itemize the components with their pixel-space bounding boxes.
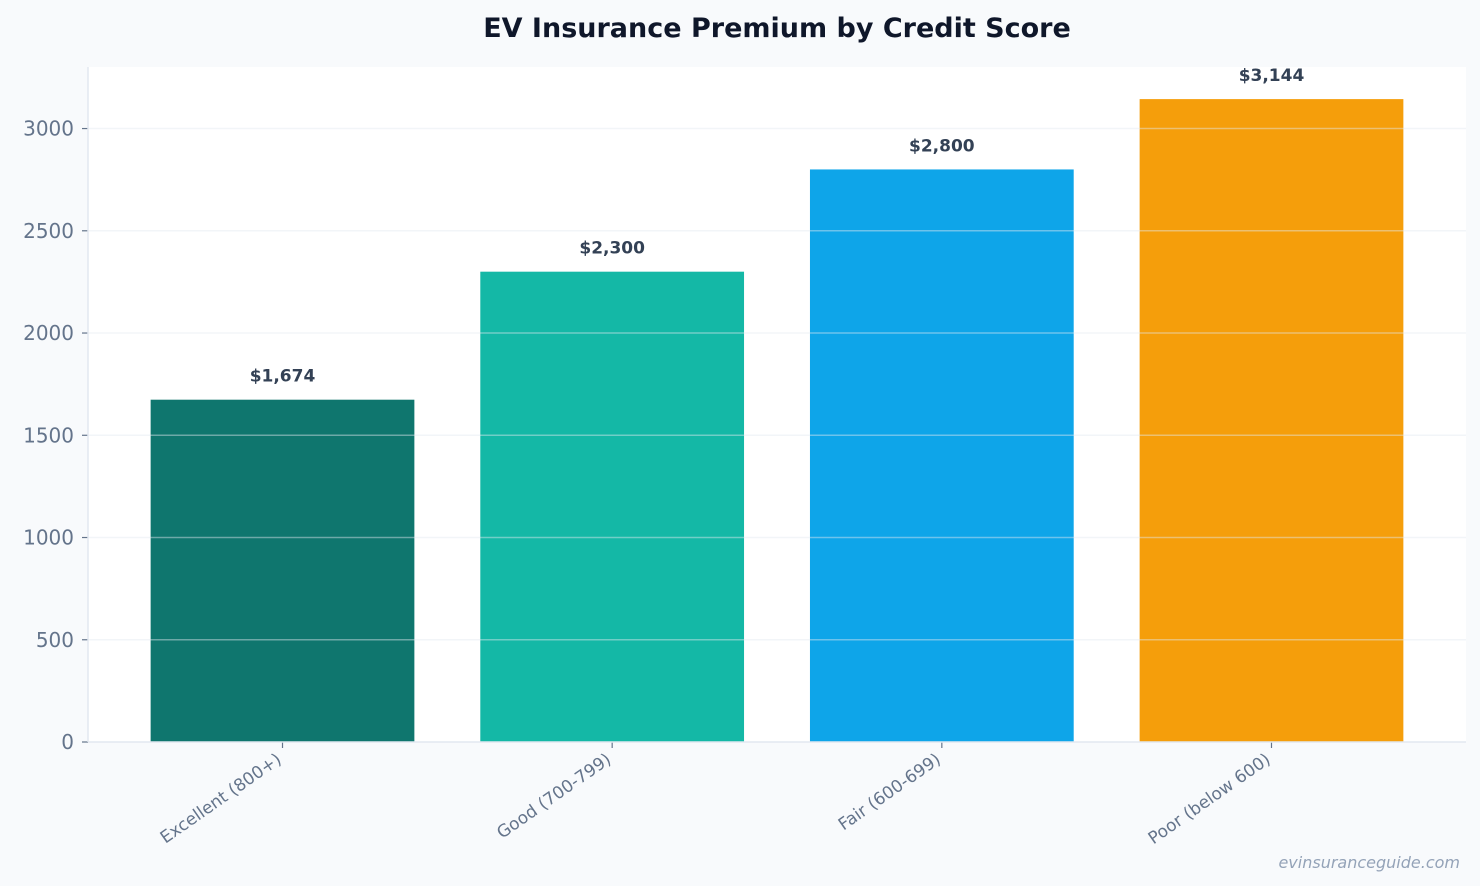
data-label-1: $2,300 — [579, 239, 645, 259]
data-label-3: $3,144 — [1239, 66, 1305, 86]
watermark: evinsuranceguide.com — [1278, 853, 1460, 872]
x-tick-label-3: Poor (below 600) — [1145, 750, 1275, 849]
bar-2 — [809, 169, 1074, 742]
bar-3 — [1139, 99, 1404, 743]
y-tick-label-1: 500 — [36, 628, 74, 652]
data-label-2: $2,800 — [909, 136, 975, 156]
chart-title: EV Insurance Premium by Credit Score — [483, 13, 1071, 44]
y-tick-label-4: 2000 — [23, 321, 74, 345]
x-tick-label-0: Excellent (800+) — [157, 750, 286, 848]
bar-1 — [480, 271, 745, 742]
y-tick-label-0: 0 — [61, 730, 74, 754]
y-tick-label-6: 3000 — [23, 117, 74, 141]
bar-0 — [150, 399, 415, 742]
x-tick-label-1: Good (700-799) — [493, 750, 615, 844]
y-tick-label-5: 2500 — [23, 219, 74, 243]
data-label-0: $1,674 — [250, 367, 316, 387]
x-tick-label-2: Fair (600-699) — [835, 750, 945, 835]
y-tick-label-2: 1000 — [23, 526, 74, 550]
y-tick-label-3: 1500 — [23, 423, 74, 447]
